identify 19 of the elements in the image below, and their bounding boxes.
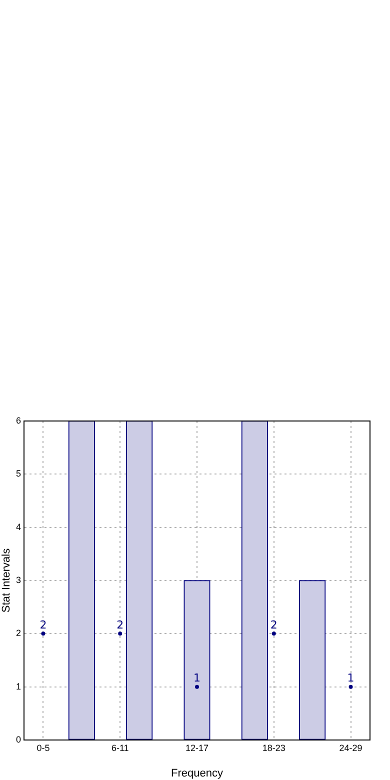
data-label: 1 <box>347 672 354 685</box>
data-label: 2 <box>270 618 278 632</box>
data-label: 2 <box>40 618 47 632</box>
y-tick-label: 6 <box>16 415 21 426</box>
y-tick-label: 0 <box>16 734 21 744</box>
x-tick-label: 24-29 <box>339 742 362 753</box>
y-axis-title: Stat Intervals <box>0 548 13 613</box>
y-tick-label: 4 <box>16 522 21 532</box>
y-tick-label: 5 <box>16 468 21 479</box>
x-tick-label: 0-5 <box>36 742 50 753</box>
y-tick-label: 2 <box>16 628 21 638</box>
data-label: 1 <box>194 672 200 685</box>
y-tick-label: 3 <box>16 574 21 585</box>
x-tick-label: 6-11 <box>111 742 129 753</box>
x-axis-title: Frequency <box>171 767 224 780</box>
x-tick-label: 18-23 <box>262 742 286 753</box>
x-tick-label: 12-17 <box>185 742 209 753</box>
y-tick-label: 1 <box>16 681 21 692</box>
data-label: 2 <box>116 618 124 632</box>
